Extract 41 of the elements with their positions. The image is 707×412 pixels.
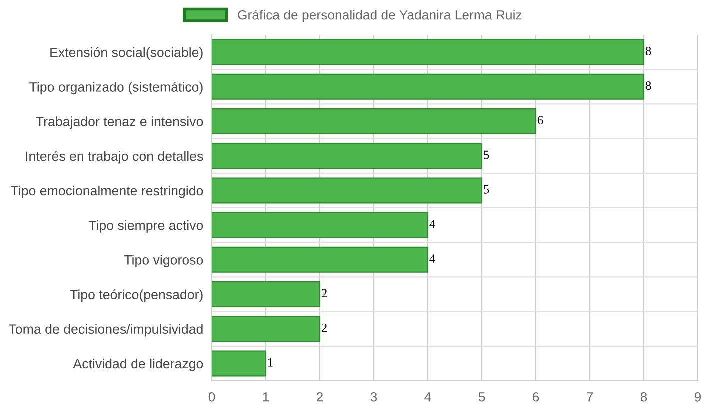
bar bbox=[212, 316, 321, 342]
y-tick-label: Tipo vigoroso bbox=[124, 255, 204, 268]
data-label: 2 bbox=[322, 289, 327, 298]
bar bbox=[212, 39, 645, 66]
bar bbox=[212, 281, 321, 308]
x-tick-label: 3 bbox=[370, 392, 378, 402]
bar bbox=[212, 350, 267, 377]
y-tick-label: Toma de decisiones/impulsividad bbox=[9, 324, 203, 337]
bar bbox=[212, 246, 429, 273]
y-tick-label: Trabajador tenaz e intensivo bbox=[36, 116, 204, 130]
x-tick-label: 9 bbox=[694, 392, 702, 402]
data-label: 2 bbox=[322, 324, 327, 332]
data-label: 8 bbox=[646, 46, 652, 56]
data-label: 5 bbox=[484, 150, 490, 160]
bar bbox=[212, 74, 645, 100]
y-tick-label: Tipo organizado (sistemático) bbox=[30, 82, 203, 95]
y-tick-label: Interés en trabajo con detalles bbox=[26, 151, 204, 164]
bar bbox=[212, 108, 537, 135]
data-label: 8 bbox=[646, 82, 652, 90]
data-label: 5 bbox=[484, 186, 490, 194]
x-tick-label: 5 bbox=[478, 392, 486, 402]
y-tick-label: Actividad de liderazgo bbox=[73, 358, 204, 372]
bar bbox=[212, 212, 429, 238]
data-label: 4 bbox=[430, 254, 436, 263]
bar bbox=[212, 143, 483, 170]
data-label: 4 bbox=[430, 220, 436, 228]
x-tick-label: 1 bbox=[263, 392, 270, 402]
x-tick-label: 4 bbox=[424, 392, 432, 402]
y-tick-label: Tipo teórico(pensador) bbox=[70, 290, 203, 302]
y-tick-label: Tipo siempre activo bbox=[88, 220, 204, 233]
x-tick-label: 0 bbox=[208, 392, 216, 402]
x-tick-label: 6 bbox=[533, 392, 540, 402]
data-label: 1 bbox=[268, 358, 273, 367]
y-tick-label: Extensión social(sociable) bbox=[50, 47, 203, 60]
x-tick-label: 8 bbox=[640, 392, 648, 402]
legend-label: Gráfica de personalidad de Yadanira Lerma Ruiz bbox=[238, 10, 522, 22]
y-tick-label: Tipo emocionalmente restringido bbox=[11, 186, 204, 198]
data-label: 6 bbox=[538, 116, 544, 125]
x-tick-label: 2 bbox=[316, 392, 324, 402]
bar bbox=[212, 178, 483, 204]
x-tick-label: 7 bbox=[587, 392, 594, 402]
